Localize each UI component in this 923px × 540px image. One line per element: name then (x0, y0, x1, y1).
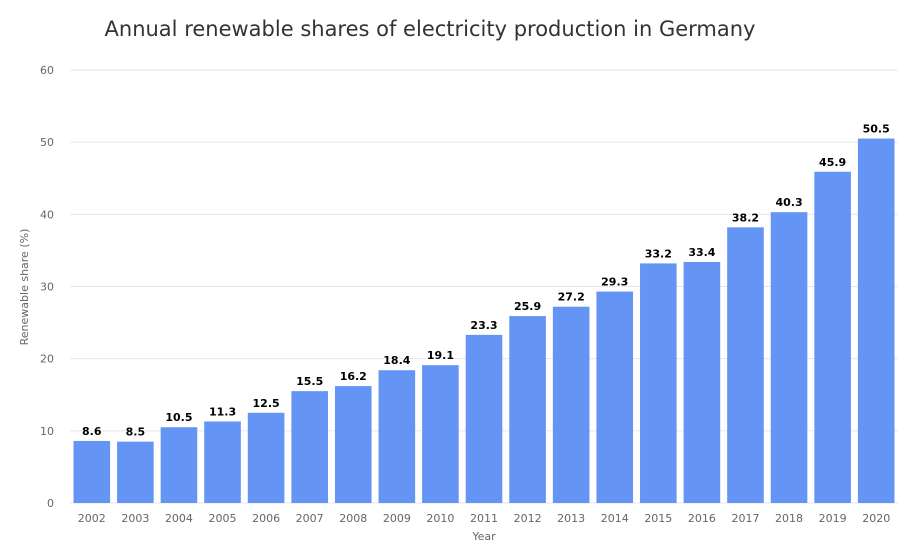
x-tick-label: 2005 (209, 512, 237, 525)
y-tick-label: 50 (40, 136, 54, 149)
x-tick-label: 2003 (121, 512, 149, 525)
x-tick-label: 2020 (862, 512, 890, 525)
bar (465, 334, 503, 503)
data-label: 10.5 (165, 411, 192, 424)
x-tick-label: 2014 (601, 512, 629, 525)
bar (291, 391, 328, 503)
bar (378, 370, 416, 503)
data-label: 40.3 (775, 196, 802, 209)
x-tick-label: 2002 (78, 512, 106, 525)
y-tick-label: 20 (40, 353, 54, 366)
x-tick-label: 2007 (296, 512, 324, 525)
x-tick-label: 2016 (688, 512, 716, 525)
data-label: 45.9 (819, 156, 846, 169)
y-tick-label: 0 (47, 497, 54, 510)
data-label: 29.3 (601, 276, 628, 289)
x-axis-title: Year (471, 530, 496, 540)
x-tick-label: 2013 (557, 512, 585, 525)
x-tick-label: 2018 (775, 512, 803, 525)
y-tick-label: 60 (40, 64, 54, 77)
bar (247, 412, 285, 503)
x-tick-label: 2019 (819, 512, 847, 525)
data-label: 19.1 (427, 349, 454, 362)
data-label: 23.3 (470, 319, 497, 332)
data-label: 18.4 (383, 354, 410, 367)
bar (117, 441, 154, 503)
data-label: 33.4 (688, 246, 715, 259)
x-tick-label: 2011 (470, 512, 498, 525)
bar (160, 427, 198, 503)
y-tick-label: 10 (40, 425, 54, 438)
x-tick-label: 2008 (339, 512, 367, 525)
bar (552, 306, 590, 503)
bar (857, 138, 895, 503)
y-tick-label: 40 (40, 208, 54, 221)
bar (727, 227, 764, 503)
x-tick-label: 2006 (252, 512, 280, 525)
data-label: 33.2 (645, 247, 672, 260)
x-tick-label: 2004 (165, 512, 193, 525)
x-axis: 2002 2003 2004 2005 2006 2007 2008 2009 2010 2011… (78, 512, 890, 525)
bar (422, 365, 459, 503)
data-label: 11.3 (209, 405, 236, 418)
data-labels: 8.6 8.5 10.5 11.3 12.5 15.5 16.2 18.4 19.1 23.3 25… (81, 122, 891, 440)
x-tick-label: 2017 (731, 512, 759, 525)
data-label: 38.2 (732, 211, 759, 224)
data-label: 8.6 (82, 425, 102, 438)
data-label: 27.2 (558, 291, 585, 304)
bar (814, 171, 851, 503)
data-label: 25.9 (514, 300, 541, 313)
y-tick-label: 30 (40, 281, 54, 294)
bar (596, 291, 634, 503)
bar (770, 212, 808, 503)
bar (334, 386, 372, 503)
bar (683, 261, 721, 503)
chart-title: Annual renewable shares of electricity p… (104, 17, 756, 41)
data-label: 8.5 (126, 426, 146, 439)
bar (640, 263, 677, 503)
bar (73, 440, 111, 503)
y-axis-title: Renewable share (%) (18, 229, 31, 346)
bars (73, 138, 895, 503)
data-label: 15.5 (296, 375, 323, 388)
x-tick-label: 2010 (426, 512, 454, 525)
bar (204, 421, 241, 503)
data-label: 12.5 (253, 397, 280, 410)
data-label: 50.5 (863, 123, 890, 136)
data-label: 16.2 (340, 370, 367, 383)
y-axis: 0 10 20 30 40 50 60 (40, 64, 54, 510)
bar (509, 316, 546, 503)
x-tick-label: 2009 (383, 512, 411, 525)
x-tick-label: 2012 (514, 512, 542, 525)
x-tick-label: 2015 (644, 512, 672, 525)
